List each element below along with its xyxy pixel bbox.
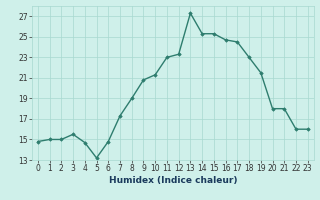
X-axis label: Humidex (Indice chaleur): Humidex (Indice chaleur) [108,176,237,185]
